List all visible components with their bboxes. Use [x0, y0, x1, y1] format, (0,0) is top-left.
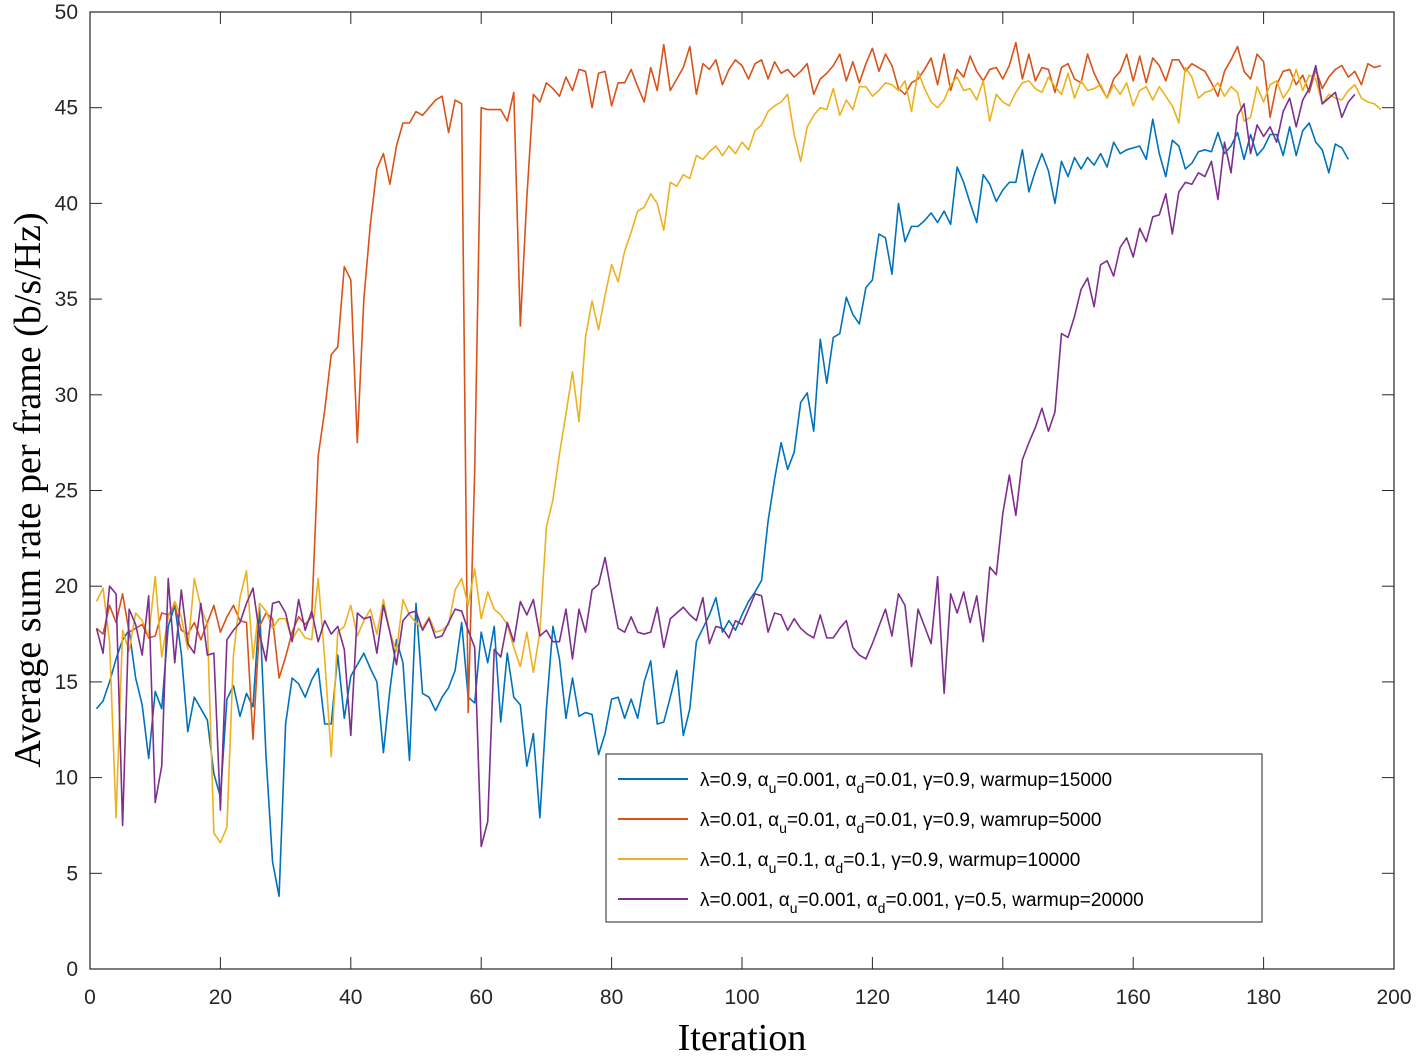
series-layer — [95, 41, 1382, 898]
y-tick-label: 25 — [55, 480, 78, 503]
x-tick-label: 160 — [1116, 986, 1151, 1009]
legend-label-3: λ=0.1, αu=0.1, αd=0.1, γ=0.9, warmup=100… — [700, 850, 1080, 876]
ticks-layer: 0 20 40 60 80 100 120 140 160 180 200 0 5 10 15 20 25 30 3… — [55, 1, 1412, 1009]
x-tick-label: 100 — [724, 986, 759, 1009]
x-tick-label: 40 — [339, 986, 362, 1009]
y-tick-label: 10 — [55, 767, 78, 790]
y-tick-label: 0 — [66, 958, 78, 981]
y-axis-title: Average sum rate per frame (b/s/Hz) — [7, 212, 49, 767]
y-tick-label: 15 — [55, 671, 78, 694]
x-tick-label: 200 — [1376, 986, 1411, 1009]
series-line-2 — [95, 41, 1382, 741]
x-tick-label: 60 — [470, 986, 493, 1009]
series-line-4 — [95, 64, 1356, 848]
x-tick-label: 0 — [84, 986, 96, 1009]
x-tick-label: 140 — [985, 986, 1020, 1009]
y-tick-label: 40 — [55, 192, 78, 215]
y-tick-label: 30 — [55, 384, 78, 407]
legend: λ=0.9, αu=0.001, αd=0.01, γ=0.9, warmup=… — [605, 753, 1263, 923]
legend-label-1: λ=0.9, αu=0.001, αd=0.01, γ=0.9, warmup=… — [700, 770, 1112, 796]
x-axis-title: Iteration — [678, 1017, 807, 1058]
y-tick-label: 45 — [55, 97, 78, 120]
y-tick-label: 50 — [55, 1, 78, 24]
y-tick-label: 5 — [66, 862, 78, 885]
x-tick-label: 180 — [1246, 986, 1281, 1009]
series-line-1 — [95, 118, 1350, 898]
x-tick-label: 80 — [600, 986, 623, 1009]
legend-label-2: λ=0.01, αu=0.01, αd=0.01, γ=0.9, wamrup=… — [700, 810, 1101, 836]
y-tick-label: 20 — [55, 575, 78, 598]
series-line-3 — [95, 66, 1382, 844]
y-tick-label: 35 — [55, 288, 78, 311]
legend-box — [605, 753, 1263, 923]
x-tick-label: 20 — [209, 986, 232, 1009]
legend-label-4: λ=0.001, αu=0.001, αd=0.001, γ=0.5, warm… — [700, 890, 1144, 916]
x-tick-label: 120 — [855, 986, 890, 1009]
